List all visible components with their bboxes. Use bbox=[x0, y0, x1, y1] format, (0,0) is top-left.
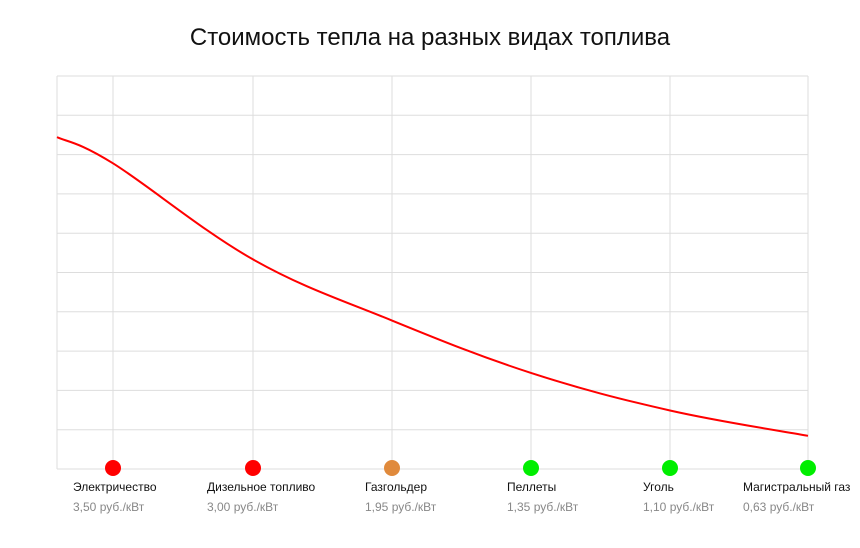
price-label: 3,00 руб./кВт bbox=[207, 500, 279, 514]
series-line-layer bbox=[56, 136, 809, 437]
category-marker bbox=[384, 460, 400, 476]
price-label: 1,10 руб./кВт bbox=[643, 500, 715, 514]
category-marker bbox=[105, 460, 121, 476]
gridlines bbox=[56, 75, 809, 470]
price-label: 1,95 руб./кВт bbox=[365, 500, 437, 514]
category-label: Уголь bbox=[643, 480, 674, 494]
category-label: Магистральный газ bbox=[743, 480, 851, 494]
price-label: 0,63 руб./кВт bbox=[743, 500, 815, 514]
category-label: Электричество bbox=[73, 480, 157, 494]
category-marker bbox=[245, 460, 261, 476]
category-label: Газгольдер bbox=[365, 480, 427, 494]
chart-title: Стоимость тепла на разных видах топлива bbox=[189, 24, 671, 51]
price-label: 3,50 руб./кВт bbox=[73, 500, 145, 514]
price-label: 1,35 руб./кВт bbox=[507, 500, 579, 514]
category-marker bbox=[662, 460, 678, 476]
category-label: Дизельное топливо bbox=[207, 480, 316, 494]
category-marker bbox=[523, 460, 539, 476]
category-markers bbox=[105, 460, 816, 476]
series-line bbox=[56, 136, 809, 437]
category-marker bbox=[800, 460, 816, 476]
category-labels: Электричество 3,50 руб./кВт Дизельное топл… bbox=[73, 480, 851, 514]
category-label: Пеллеты bbox=[507, 480, 556, 494]
